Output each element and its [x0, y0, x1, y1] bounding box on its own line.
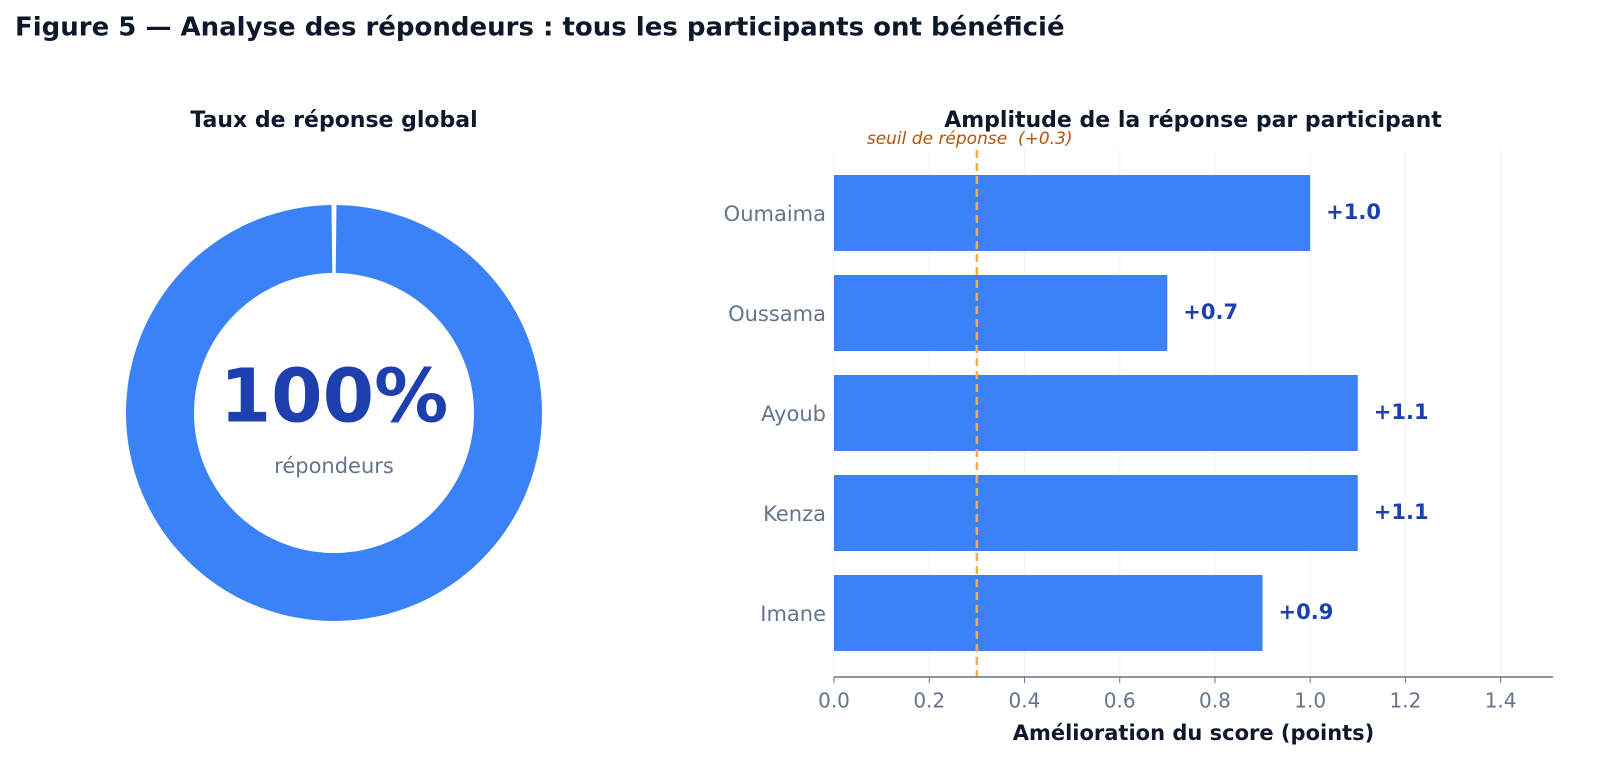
chart-title: Amplitude de la réponse par participant [944, 108, 1442, 133]
center-value: 100% [220, 354, 449, 440]
center-label: répondeurs [274, 454, 394, 478]
x-tick-label: 1.0 [1294, 689, 1326, 713]
bar [834, 475, 1358, 551]
donut-slice [126, 205, 542, 622]
bar [834, 175, 1311, 251]
x-tick-label: 0.0 [818, 689, 850, 713]
value-label: +0.7 [1183, 300, 1238, 324]
category-label: Ayoub [761, 402, 826, 426]
bar [834, 375, 1358, 451]
category-label: Oussama [728, 302, 826, 326]
x-axis-label: Amélioration du score (points) [1013, 721, 1375, 745]
threshold-label: seuil de réponse (+0.3) [867, 129, 1073, 149]
x-tick-label: 0.6 [1104, 689, 1136, 713]
category-label: Imane [760, 602, 826, 626]
value-label: +1.0 [1326, 200, 1381, 224]
bar [834, 575, 1263, 651]
bar [834, 275, 1168, 351]
x-tick-label: 0.4 [1009, 689, 1041, 713]
category-label: Kenza [763, 502, 826, 526]
value-label: +0.9 [1279, 600, 1334, 624]
x-tick-label: 0.8 [1199, 689, 1231, 713]
x-tick-label: 0.2 [913, 689, 945, 713]
figure-title: Figure 5 — Analyse des répondeurs : tous… [15, 13, 1065, 43]
value-label: +1.1 [1374, 400, 1429, 424]
chart-title: Taux de réponse global [190, 108, 477, 133]
value-label: +1.1 [1374, 500, 1429, 524]
x-tick-label: 1.2 [1389, 689, 1421, 713]
x-tick-label: 1.4 [1485, 689, 1517, 713]
category-label: Oumaima [724, 202, 826, 226]
